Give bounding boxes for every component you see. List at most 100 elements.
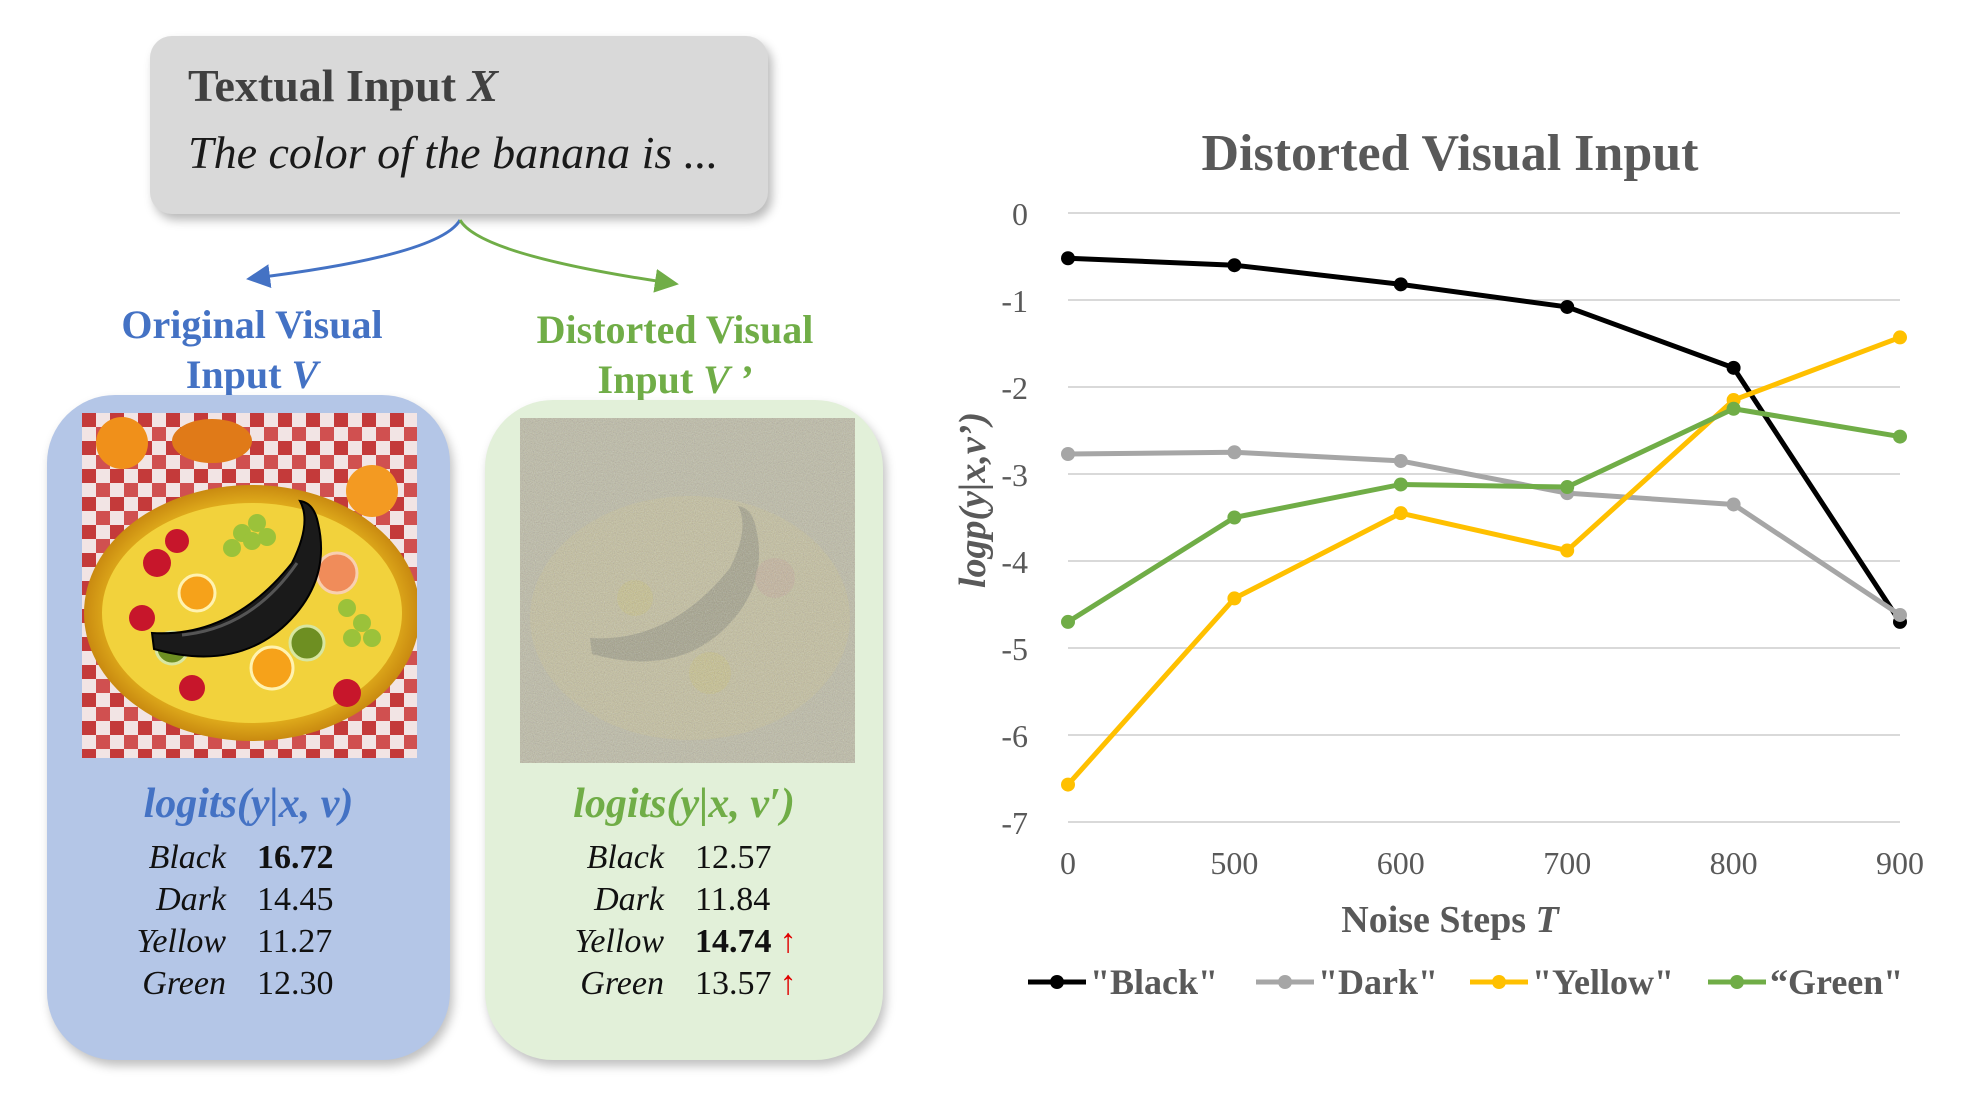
data-point bbox=[1061, 446, 1075, 461]
legend-swatch-marker bbox=[1050, 975, 1064, 989]
original-logit-label: Green bbox=[142, 965, 226, 1002]
legend-entry: "Yellow" bbox=[1470, 962, 1674, 1002]
y-tick-label: -3 bbox=[1001, 457, 1028, 493]
data-point bbox=[1726, 497, 1741, 512]
data-point bbox=[1061, 777, 1075, 792]
original-logit-label: Yellow bbox=[136, 923, 226, 960]
original-visual-heading: Original Visual Input V bbox=[121, 302, 383, 397]
original-logit-value: 12.30 bbox=[257, 965, 334, 1002]
original-logit-value: 11.27 bbox=[257, 923, 333, 960]
chart-title: Distorted Visual Input bbox=[1202, 125, 1700, 182]
series-0 bbox=[1061, 251, 1907, 629]
y-tick-label: -5 bbox=[1001, 631, 1028, 667]
distorted-visual-heading: Distorted Visual Input V ’ bbox=[536, 307, 814, 402]
data-point bbox=[1061, 251, 1075, 266]
branch-arrow-original bbox=[246, 219, 462, 289]
distorted-logit-value: 12.57 bbox=[695, 839, 772, 876]
data-point bbox=[1393, 477, 1408, 492]
legend-entry: "Dark" bbox=[1256, 962, 1438, 1002]
original-logits-title: logits(y|x, v) bbox=[143, 781, 354, 827]
original-logit-value: 14.45 bbox=[257, 881, 334, 918]
data-point bbox=[1726, 401, 1741, 416]
data-point bbox=[1560, 480, 1575, 495]
legend-entry: “Green" bbox=[1708, 962, 1903, 1002]
x-tick-label: 600 bbox=[1377, 845, 1425, 881]
series-line bbox=[1066, 335, 1901, 787]
chart-gridlines bbox=[1068, 212, 1900, 823]
data-point bbox=[1227, 445, 1242, 460]
data-point bbox=[1393, 453, 1408, 468]
original-logit-row-yellow: Yellow 11.27 bbox=[47, 921, 450, 963]
fruit-plate-image bbox=[82, 413, 417, 758]
x-tick-label: 500 bbox=[1210, 845, 1258, 881]
increase-arrow-icon: ↑ bbox=[779, 923, 797, 960]
original-logit-row-dark: Dark 14.45 bbox=[47, 879, 450, 921]
distorted-logit-label: Dark bbox=[594, 881, 664, 918]
textual-input-title: Textual Input X bbox=[188, 60, 499, 111]
chart-series bbox=[1061, 251, 1907, 792]
data-point bbox=[1227, 591, 1242, 606]
textual-input-box: Textual Input X The color of the banana … bbox=[150, 36, 768, 214]
data-point bbox=[1227, 258, 1242, 273]
distorted-logit-label: Green bbox=[580, 965, 664, 1002]
data-point bbox=[1061, 614, 1075, 629]
distorted-logit-value: 14.74 ↑ bbox=[695, 923, 797, 960]
x-tick-label: 800 bbox=[1710, 845, 1758, 881]
original-logit-row-green: Green 12.30 bbox=[47, 963, 450, 1005]
legend-label: "Dark" bbox=[1318, 962, 1438, 1002]
original-logit-value: 16.72 bbox=[257, 839, 334, 876]
chart-x-ticks: 0 500 600 700 800 900 bbox=[1060, 845, 1924, 881]
legend-label: “Green" bbox=[1770, 962, 1903, 1002]
x-tick-label: 0 bbox=[1060, 845, 1076, 881]
distorted-logit-label: Yellow bbox=[574, 923, 664, 960]
original-logit-label: Dark bbox=[156, 881, 226, 918]
line-chart: Distorted Visual Input 0 -1 -2 -3 -4 -5 -6 -7 0… bbox=[952, 125, 1924, 1002]
distorted-logits-table: Black 12.57 Dark 11.84 Yellow 14.74 ↑ Green 13.5… bbox=[485, 837, 883, 1005]
x-tick-label: 700 bbox=[1543, 845, 1591, 881]
distorted-logit-row-yellow: Yellow 14.74 ↑ bbox=[485, 921, 883, 963]
distorted-logit-value: 11.84 bbox=[695, 881, 771, 918]
distorted-logit-label: Black bbox=[586, 839, 664, 876]
series-2 bbox=[1061, 330, 1907, 792]
distorted-logit-row-green: Green 13.57 ↑ bbox=[485, 963, 883, 1005]
chart-y-ticks: 0 -1 -2 -3 -4 -5 -6 -7 bbox=[1001, 196, 1028, 841]
series-line bbox=[1067, 255, 1903, 624]
x-tick-label: 900 bbox=[1876, 845, 1924, 881]
data-point bbox=[1893, 607, 1907, 622]
data-point bbox=[1726, 360, 1741, 375]
original-visual-panel: logits(y|x, v) Black 16.72 Dark 14.45 Yellow… bbox=[47, 395, 450, 1060]
data-point bbox=[1893, 429, 1907, 444]
branch-arrows bbox=[246, 219, 679, 293]
chart-x-axis-label: Noise Steps T bbox=[1341, 899, 1560, 941]
chart-legend: "Black" "Dark" "Yellow" “Green" bbox=[1028, 962, 1903, 1002]
legend-swatch-marker bbox=[1730, 975, 1744, 989]
legend-swatch-marker bbox=[1278, 975, 1292, 989]
data-point bbox=[1893, 330, 1907, 345]
original-logit-label: Black bbox=[148, 839, 226, 876]
textual-input-prompt: The color of the banana is ... bbox=[188, 126, 719, 178]
legend-label: "Black" bbox=[1090, 962, 1218, 1002]
distorted-logit-row-dark: Dark 11.84 bbox=[485, 879, 883, 921]
data-point bbox=[1393, 506, 1408, 521]
legend-swatch-marker bbox=[1492, 975, 1506, 989]
data-point bbox=[1560, 543, 1575, 558]
data-point bbox=[1227, 510, 1242, 525]
legend-label: "Yellow" bbox=[1532, 962, 1674, 1002]
y-tick-label: -1 bbox=[1001, 283, 1028, 319]
distorted-fruit-image bbox=[520, 418, 855, 763]
distorted-visual-panel: logits(y|x, v′) Black 12.57 Dark 11.84 Yello… bbox=[485, 400, 883, 1060]
branch-arrow-distorted bbox=[458, 219, 679, 293]
data-point bbox=[1393, 277, 1408, 292]
series-3 bbox=[1061, 401, 1907, 629]
legend-entry: "Black" bbox=[1028, 962, 1218, 1002]
y-tick-label: -4 bbox=[1001, 544, 1028, 580]
original-logit-row-black: Black 16.72 bbox=[47, 837, 450, 879]
data-point bbox=[1560, 299, 1575, 314]
series-line bbox=[1066, 406, 1901, 625]
distorted-logits-title: logits(y|x, v′) bbox=[573, 781, 795, 827]
chart-y-axis-label: logp(y|x,v’) bbox=[952, 412, 994, 588]
y-tick-label: -6 bbox=[1001, 718, 1028, 754]
series-line bbox=[1067, 449, 1902, 618]
y-tick-label: -2 bbox=[1001, 370, 1028, 406]
y-tick-label: -7 bbox=[1001, 805, 1028, 841]
